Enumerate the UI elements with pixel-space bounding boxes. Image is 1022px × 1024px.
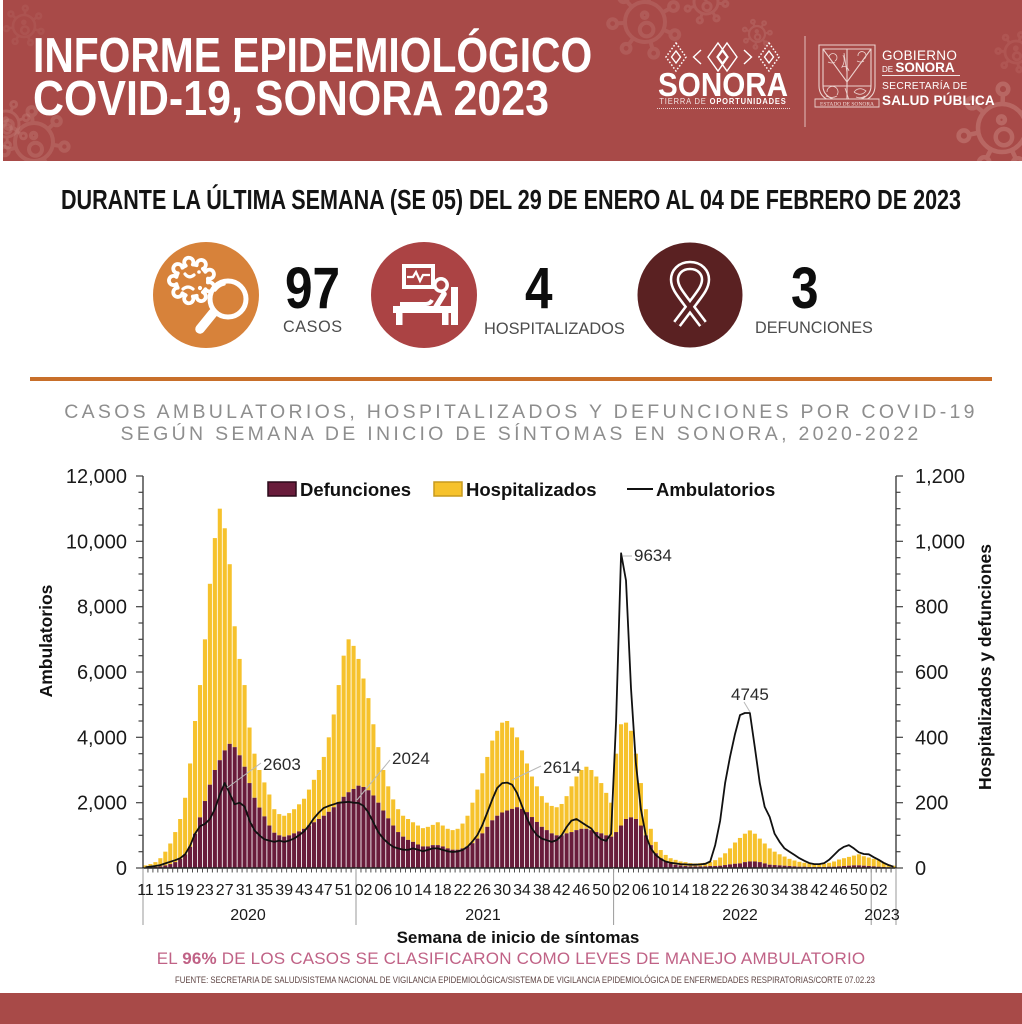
svg-text:4,000: 4,000 (77, 727, 127, 749)
svg-text:30: 30 (751, 882, 769, 899)
svg-text:11: 11 (137, 882, 154, 899)
svg-text:10: 10 (652, 882, 670, 899)
svg-text:50: 50 (850, 882, 868, 899)
svg-text:22: 22 (711, 882, 729, 899)
svg-text:Ambulatorios: Ambulatorios (656, 479, 775, 500)
svg-text:2020: 2020 (230, 907, 266, 924)
svg-text:47: 47 (315, 882, 333, 899)
svg-text:15: 15 (156, 882, 174, 899)
svg-text:14: 14 (672, 882, 690, 899)
svg-text:26: 26 (473, 882, 491, 899)
svg-text:30: 30 (493, 882, 511, 899)
svg-text:38: 38 (533, 882, 551, 899)
svg-text:06: 06 (374, 882, 392, 899)
svg-text:34: 34 (513, 882, 531, 899)
svg-text:02: 02 (870, 882, 888, 899)
svg-text:34: 34 (771, 882, 789, 899)
svg-text:12,000: 12,000 (66, 466, 127, 488)
svg-text:14: 14 (414, 882, 432, 899)
svg-text:Defunciones: Defunciones (300, 479, 411, 500)
svg-text:22: 22 (454, 882, 472, 899)
svg-text:Hospitalizados: Hospitalizados (466, 479, 597, 500)
svg-text:4745: 4745 (731, 685, 769, 704)
svg-text:31: 31 (236, 882, 254, 899)
svg-text:35: 35 (256, 882, 274, 899)
svg-text:9634: 9634 (634, 546, 672, 565)
svg-text:19: 19 (176, 882, 194, 899)
svg-text:02: 02 (355, 882, 373, 899)
svg-text:Ambulatorios: Ambulatorios (36, 584, 56, 697)
svg-text:42: 42 (553, 882, 571, 899)
svg-text:02: 02 (612, 882, 630, 899)
svg-text:43: 43 (295, 882, 313, 899)
svg-text:2023: 2023 (864, 907, 900, 924)
svg-text:38: 38 (791, 882, 809, 899)
svg-text:1,200: 1,200 (915, 466, 965, 488)
svg-text:50: 50 (592, 882, 610, 899)
svg-text:2024: 2024 (392, 749, 430, 768)
svg-text:Hospitalizados y defunciones: Hospitalizados y defunciones (975, 544, 995, 790)
svg-text:6,000: 6,000 (77, 662, 127, 684)
svg-text:2022: 2022 (722, 907, 758, 924)
svg-text:0: 0 (116, 858, 127, 880)
svg-text:2603: 2603 (263, 755, 301, 774)
svg-text:23: 23 (196, 882, 214, 899)
svg-text:8,000: 8,000 (77, 597, 127, 619)
svg-text:06: 06 (632, 882, 650, 899)
svg-text:26: 26 (731, 882, 749, 899)
svg-text:42: 42 (810, 882, 828, 899)
svg-text:800: 800 (915, 597, 948, 619)
svg-text:0: 0 (915, 858, 926, 880)
svg-text:46: 46 (573, 882, 591, 899)
svg-text:18: 18 (691, 882, 709, 899)
svg-text:10: 10 (394, 882, 412, 899)
svg-text:200: 200 (915, 793, 948, 815)
svg-text:600: 600 (915, 662, 948, 684)
svg-text:51: 51 (335, 882, 353, 899)
svg-text:39: 39 (275, 882, 293, 899)
svg-text:27: 27 (216, 882, 234, 899)
svg-text:46: 46 (830, 882, 848, 899)
svg-text:10,000: 10,000 (66, 531, 127, 553)
svg-text:2,000: 2,000 (77, 793, 127, 815)
svg-text:2021: 2021 (465, 907, 501, 924)
svg-text:1,000: 1,000 (915, 531, 965, 553)
svg-text:18: 18 (434, 882, 452, 899)
svg-text:2614: 2614 (543, 758, 581, 777)
svg-text:ESTADO DE SONORA: ESTADO DE SONORA (820, 102, 874, 108)
svg-text:400: 400 (915, 727, 948, 749)
